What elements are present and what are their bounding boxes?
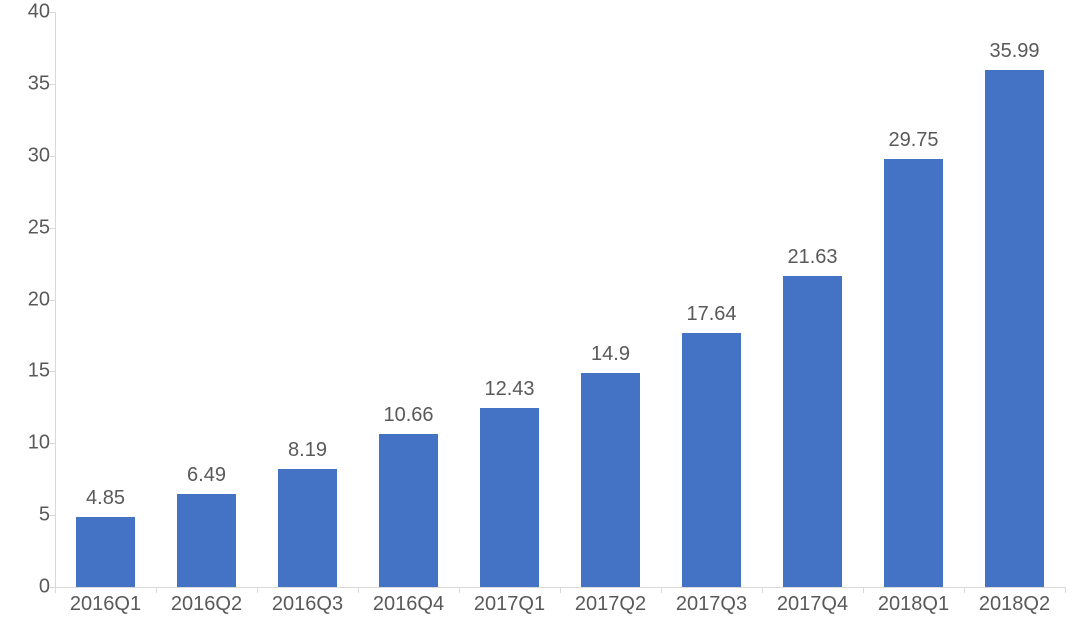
x-axis-label: 2016Q2	[171, 593, 242, 616]
bar-value-label: 8.19	[288, 439, 327, 462]
bar-value-label: 35.99	[989, 40, 1039, 63]
x-tick-mark	[55, 587, 56, 593]
bar	[480, 408, 539, 587]
y-axis-label: 35	[10, 72, 50, 95]
x-tick-mark	[863, 587, 864, 593]
bar	[278, 469, 337, 587]
bar	[783, 276, 842, 587]
x-axis-label: 2017Q2	[575, 593, 646, 616]
x-tick-mark	[964, 587, 965, 593]
x-tick-mark	[1065, 587, 1066, 593]
x-axis-label: 2016Q4	[373, 593, 444, 616]
x-axis-label: 2016Q3	[272, 593, 343, 616]
y-axis-label: 0	[10, 576, 50, 599]
y-axis-label: 10	[10, 432, 50, 455]
bar	[884, 159, 943, 587]
x-tick-mark	[762, 587, 763, 593]
bar-value-label: 29.75	[888, 129, 938, 152]
x-axis-label: 2018Q1	[878, 593, 949, 616]
bar	[581, 373, 640, 587]
y-axis-label: 5	[10, 504, 50, 527]
x-tick-mark	[257, 587, 258, 593]
bar	[985, 70, 1044, 587]
bar	[379, 434, 438, 587]
bar-value-label: 4.85	[86, 487, 125, 510]
x-tick-mark	[358, 587, 359, 593]
bar	[682, 333, 741, 587]
bar	[177, 494, 236, 587]
y-axis-label: 25	[10, 216, 50, 239]
x-axis-label: 2018Q2	[979, 593, 1050, 616]
y-axis-label: 40	[10, 1, 50, 24]
x-tick-mark	[156, 587, 157, 593]
x-axis-label: 2017Q1	[474, 593, 545, 616]
y-axis-line	[55, 12, 56, 587]
y-axis-label: 20	[10, 288, 50, 311]
x-tick-mark	[459, 587, 460, 593]
x-axis-label: 2017Q4	[777, 593, 848, 616]
bar-chart: 05101520253035402016Q14.852016Q26.492016…	[55, 12, 1065, 587]
bar-value-label: 14.9	[591, 343, 630, 366]
y-axis-label: 15	[10, 360, 50, 383]
x-tick-mark	[661, 587, 662, 593]
bar-value-label: 12.43	[484, 378, 534, 401]
x-axis-label: 2017Q3	[676, 593, 747, 616]
bar-value-label: 6.49	[187, 464, 226, 487]
bar	[76, 517, 135, 587]
bar-value-label: 17.64	[686, 303, 736, 326]
bar-value-label: 21.63	[787, 246, 837, 269]
bar-value-label: 10.66	[383, 404, 433, 427]
x-axis-label: 2016Q1	[70, 593, 141, 616]
x-tick-mark	[560, 587, 561, 593]
y-axis-label: 30	[10, 144, 50, 167]
